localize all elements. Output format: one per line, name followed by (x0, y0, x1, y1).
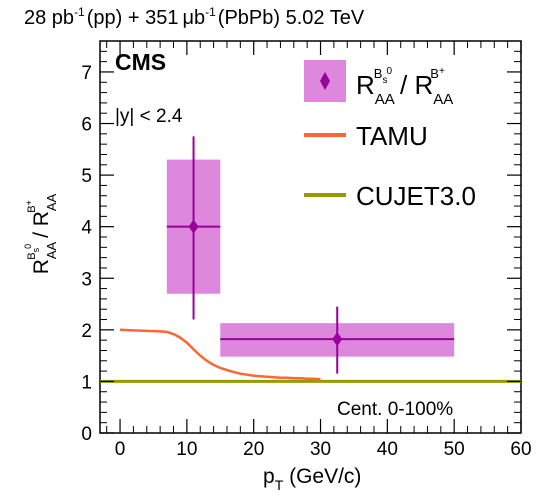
legend: RAABs0/ RAAB+ TAMU CUJET3.0 (304, 60, 476, 211)
x-tick-label: 10 (176, 439, 197, 460)
x-tick-label: 0 (115, 439, 126, 460)
x-tick-label: 40 (377, 439, 398, 460)
axis-ticks-layer: 0 10 20 30 40 50 60 0 1 2 3 4 5 6 7 (81, 41, 532, 460)
x-tick-label: 50 (444, 439, 465, 460)
y-tick-label: 0 (81, 424, 92, 445)
y-tick-label: 4 (81, 218, 92, 239)
y-tick-label: 5 (81, 166, 92, 187)
x-axis-title: pT (GeV/c) (263, 465, 361, 493)
data-point-2-marker (332, 332, 343, 347)
rapidity-label: |y| < 2.4 (115, 106, 183, 127)
data-points-layer (166, 136, 455, 374)
experiment-label: CMS (115, 49, 166, 75)
y-tick-label: 3 (81, 269, 92, 290)
tamu-curve-layer (119, 328, 321, 381)
y-tick-label: 1 (81, 372, 92, 393)
x-tick-label: 20 (243, 439, 264, 460)
data-point-1-marker (188, 219, 199, 234)
legend-data-label: RAABs0/ RAAB+ (356, 66, 453, 108)
x-tick-label: 60 (510, 439, 531, 460)
y-tick-label: 2 (81, 321, 92, 342)
lumi-header: 28 pb-1 (pp) + 351 μb-1 (PbPb) 5.02 TeV (24, 5, 365, 29)
y-tick-label: 7 (81, 63, 92, 84)
legend-tamu-label: TAMU (356, 121, 428, 151)
centrality-label: Cent. 0-100% (337, 399, 453, 420)
tamu-curve (119, 328, 321, 381)
x-tick-label: 30 (310, 439, 331, 460)
legend-cujet-label: CUJET3.0 (356, 181, 476, 211)
legend-data-marker (320, 72, 330, 90)
y-axis-title: RAABs0/ RAAB+ (23, 193, 59, 274)
y-tick-label: 6 (81, 115, 92, 136)
